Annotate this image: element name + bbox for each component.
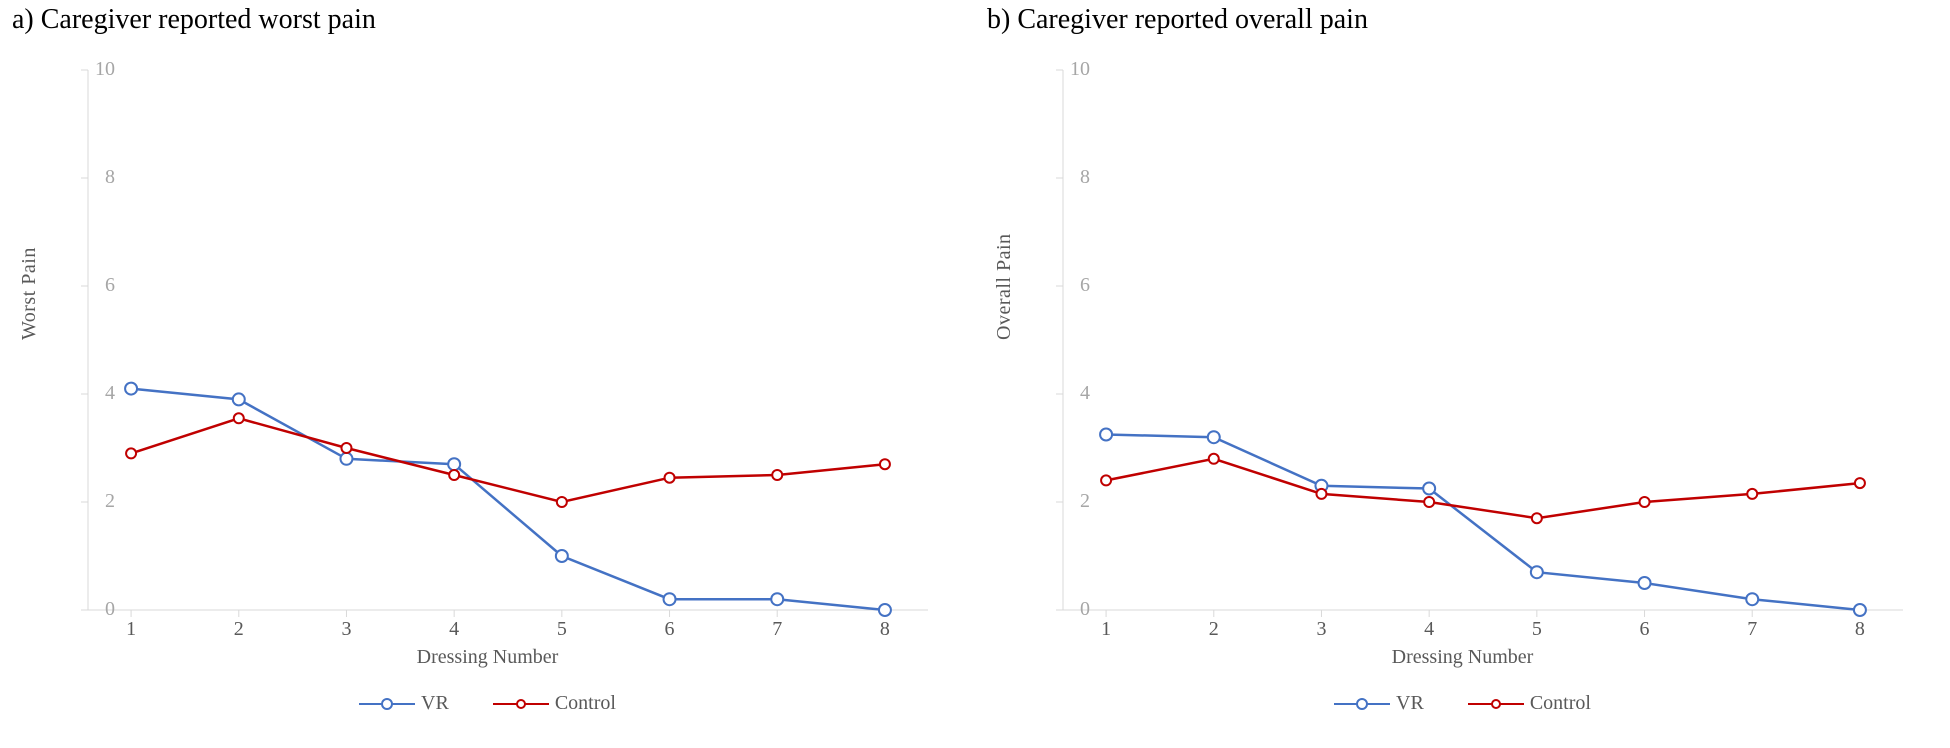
series-marker-control xyxy=(1424,497,1434,507)
xtick-label: 6 xyxy=(650,618,690,641)
series-marker-control xyxy=(341,443,351,453)
panel-a-title: a) Caregiver reported worst pain xyxy=(12,4,376,36)
ytick-label: 8 xyxy=(1038,166,1090,189)
xtick-label: 1 xyxy=(1086,618,1126,641)
panel-a: a) Caregiver reported worst pain Worst P… xyxy=(0,0,975,748)
xtick-label: 6 xyxy=(1625,618,1665,641)
series-marker-control xyxy=(234,413,244,423)
legend-item-vr: VR xyxy=(1334,692,1424,715)
legend-label: VR xyxy=(1396,692,1424,715)
ytick-label: 10 xyxy=(63,58,115,81)
series-marker-control xyxy=(449,470,459,480)
plot-svg xyxy=(1063,70,1903,610)
panel-b-xlabel: Dressing Number xyxy=(975,646,1950,669)
ytick-label: 2 xyxy=(63,490,115,513)
series-marker-control xyxy=(1209,454,1219,464)
series-marker-vr xyxy=(1423,483,1435,495)
series-marker-vr xyxy=(125,383,137,395)
figure-container: { "figure":{ "background_color":"#ffffff… xyxy=(0,0,1950,748)
legend-swatch-vr xyxy=(1334,695,1390,713)
xtick-label: 4 xyxy=(1409,618,1449,641)
series-marker-control xyxy=(1532,513,1542,523)
xtick-label: 7 xyxy=(757,618,797,641)
xtick-label: 4 xyxy=(434,618,474,641)
ytick-label: 8 xyxy=(63,166,115,189)
series-marker-control xyxy=(880,459,890,469)
series-marker-control xyxy=(1316,489,1326,499)
legend-swatch-control xyxy=(1468,695,1524,713)
xtick-label: 7 xyxy=(1732,618,1772,641)
xtick-label: 5 xyxy=(542,618,582,641)
series-marker-vr xyxy=(771,593,783,605)
ytick-label: 10 xyxy=(1038,58,1090,81)
series-marker-vr xyxy=(1531,566,1543,578)
series-marker-vr xyxy=(1854,604,1866,616)
legend-item-control: Control xyxy=(493,692,616,715)
panel-b-plot xyxy=(1063,70,1903,610)
series-marker-vr xyxy=(448,458,460,470)
ytick-label: 0 xyxy=(1038,598,1090,621)
series-marker-vr xyxy=(664,593,676,605)
legend-swatch-vr xyxy=(359,695,415,713)
series-marker-control xyxy=(1640,497,1650,507)
series-marker-control xyxy=(665,473,675,483)
xtick-label: 2 xyxy=(219,618,259,641)
panel-b-legend: VR Control xyxy=(975,692,1950,718)
series-marker-vr xyxy=(340,453,352,465)
series-marker-control xyxy=(557,497,567,507)
panel-a-plot xyxy=(88,70,928,610)
series-line-vr xyxy=(131,389,885,610)
legend-label: Control xyxy=(1530,692,1591,715)
panel-a-legend: VR Control xyxy=(0,692,975,718)
xtick-label: 3 xyxy=(1301,618,1341,641)
series-marker-vr xyxy=(1746,593,1758,605)
xtick-label: 1 xyxy=(111,618,151,641)
legend-item-vr: VR xyxy=(359,692,449,715)
ytick-label: 6 xyxy=(63,274,115,297)
series-marker-vr xyxy=(1100,429,1112,441)
series-marker-control xyxy=(126,448,136,458)
panel-b-title: b) Caregiver reported overall pain xyxy=(987,4,1368,36)
legend-swatch-control xyxy=(493,695,549,713)
ytick-label: 4 xyxy=(63,382,115,405)
xtick-label: 5 xyxy=(1517,618,1557,641)
series-line-control xyxy=(1106,459,1860,518)
legend-label: Control xyxy=(555,692,616,715)
series-marker-control xyxy=(1101,475,1111,485)
xtick-label: 8 xyxy=(1840,618,1880,641)
series-marker-control xyxy=(1855,478,1865,488)
series-marker-vr xyxy=(233,393,245,405)
ytick-label: 0 xyxy=(63,598,115,621)
panel-b-ylabel: Overall Pain xyxy=(993,233,1016,340)
series-marker-vr xyxy=(556,550,568,562)
series-marker-control xyxy=(1747,489,1757,499)
legend-item-control: Control xyxy=(1468,692,1591,715)
ytick-label: 6 xyxy=(1038,274,1090,297)
ytick-label: 2 xyxy=(1038,490,1090,513)
xtick-label: 8 xyxy=(865,618,905,641)
series-marker-vr xyxy=(1208,431,1220,443)
series-marker-vr xyxy=(1639,577,1651,589)
plot-svg xyxy=(88,70,928,610)
series-marker-vr xyxy=(879,604,891,616)
series-marker-control xyxy=(772,470,782,480)
xtick-label: 3 xyxy=(326,618,366,641)
ytick-label: 4 xyxy=(1038,382,1090,405)
xtick-label: 2 xyxy=(1194,618,1234,641)
panel-a-ylabel: Worst Pain xyxy=(18,247,41,340)
legend-label: VR xyxy=(421,692,449,715)
panel-a-xlabel: Dressing Number xyxy=(0,646,975,669)
panel-b: b) Caregiver reported overall pain Overa… xyxy=(975,0,1950,748)
series-line-control xyxy=(131,418,885,502)
